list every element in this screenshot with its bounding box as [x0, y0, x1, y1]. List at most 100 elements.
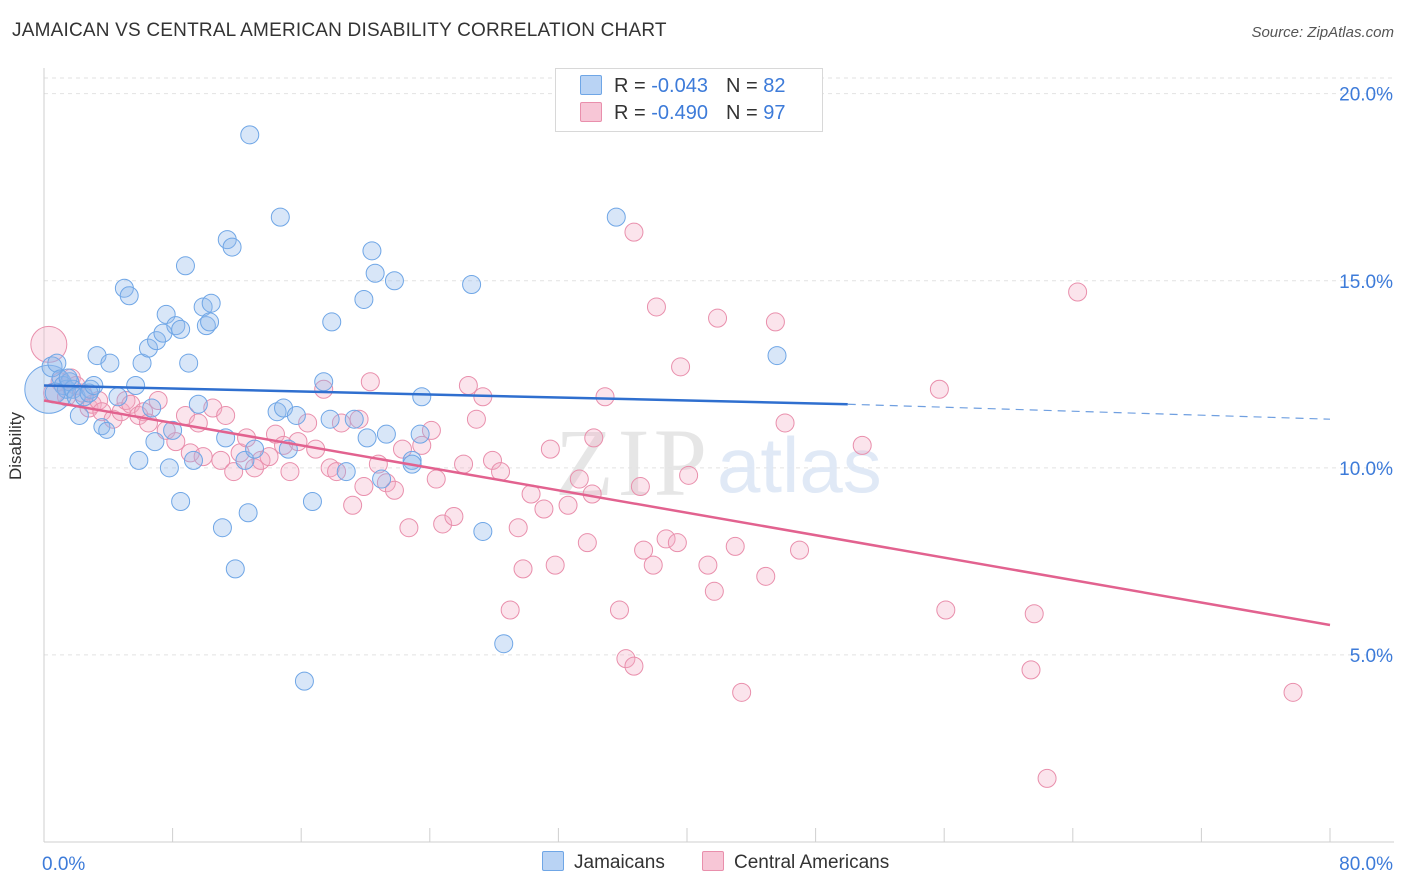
central-americans-point — [577, 533, 597, 553]
jamaicans-point — [147, 331, 167, 351]
tick-labels: 5.0% 10.0% 15.0% 20.0% 0.0% 80.0% — [42, 85, 1393, 875]
central-americans-point — [349, 409, 369, 429]
bottom-legend-jamaicans: Jamaicans — [542, 851, 665, 874]
jamaicans-point — [179, 353, 199, 373]
central-americans-point — [667, 533, 687, 553]
central-americans-point — [1024, 604, 1044, 624]
bottom-legend-label: Central Americans — [734, 852, 890, 873]
jamaicans-point — [314, 372, 334, 392]
watermark-atlas: atlas — [717, 421, 882, 509]
bottom-legend-swatch-jamaicans — [542, 851, 564, 871]
central-americans-point — [756, 566, 776, 586]
jamaicans-point — [473, 521, 493, 541]
central-americans-point — [211, 450, 231, 470]
jamaicans-point — [183, 450, 203, 470]
central-americans-point — [679, 465, 699, 485]
jamaicans-point — [100, 353, 120, 373]
jamaicans-point — [163, 420, 183, 440]
bottom-legend-label: Jamaicans — [574, 852, 665, 873]
central-americans-point — [609, 600, 629, 620]
jamaicans-point — [322, 312, 342, 332]
central-americans-point — [454, 454, 474, 474]
central-americans-point — [1283, 682, 1303, 702]
jamaicans-points — [24, 125, 787, 691]
x-tick-label: 0.0% — [42, 854, 85, 875]
central-americans-point — [384, 480, 404, 500]
central-americans-point — [936, 600, 956, 620]
central-americans-point — [545, 555, 565, 575]
central-americans-point — [513, 559, 533, 579]
central-americans-point — [399, 518, 419, 538]
jamaicans-point — [344, 409, 364, 429]
jamaicans-point — [171, 492, 191, 512]
jamaicans-point — [47, 353, 67, 373]
source-label: Source: ZipAtlas.com — [1251, 24, 1394, 41]
central-americans-point — [1068, 282, 1088, 302]
legend-n-label: N = — [725, 75, 764, 97]
central-americans-point — [224, 462, 244, 482]
jamaicans-point — [212, 518, 232, 538]
jamaicans-point — [108, 387, 128, 407]
gridlines — [44, 77, 1394, 656]
central-americans-point — [30, 325, 68, 363]
central-americans-point — [732, 682, 752, 702]
central-americans-point — [327, 462, 347, 482]
central-americans-point — [482, 450, 502, 470]
central-americans-point — [624, 222, 644, 242]
jamaicans-point — [336, 462, 356, 482]
jamaicans-trend-extension — [847, 403, 1331, 420]
y-tick-label: 10.0% — [1339, 459, 1393, 480]
central-americans-point — [500, 600, 520, 620]
jamaicans-trend-line — [43, 384, 848, 406]
central-americans-point — [775, 413, 795, 433]
central-americans-point — [643, 555, 663, 575]
jamaicans-point — [175, 256, 195, 276]
central-americans-point — [790, 540, 810, 560]
central-americans-point — [646, 297, 666, 317]
y-tick-label: 20.0% — [1339, 85, 1393, 106]
central-americans-point — [630, 477, 650, 497]
central-americans-point — [166, 432, 186, 452]
jamaicans-point — [286, 405, 306, 425]
jamaicans-point — [188, 394, 208, 414]
jamaicans-point — [606, 207, 626, 227]
jamaicans-point — [69, 405, 89, 425]
jamaicans-point — [354, 289, 374, 309]
jamaicans-point — [302, 492, 322, 512]
legend-r-label: R = — [614, 102, 652, 124]
central-americans-point — [671, 357, 691, 377]
central-americans-point — [314, 379, 334, 399]
central-americans-point — [343, 495, 363, 515]
jamaicans-point — [196, 316, 216, 336]
legend-r-label: R = — [614, 75, 652, 97]
central-americans-point — [280, 462, 300, 482]
jamaicans-point — [365, 263, 385, 283]
central-americans-point — [426, 469, 446, 489]
bottom-legend-central-americans: Central Americans — [702, 851, 889, 874]
legend-n-value: 97 — [763, 102, 786, 124]
central-americans-point — [421, 420, 441, 440]
central-americans-point — [392, 439, 412, 459]
trend-lines — [43, 384, 1331, 627]
central-americans-point — [656, 529, 676, 549]
legend-swatch-jamaicans — [580, 75, 602, 95]
watermark: ZIP atlas — [555, 409, 882, 516]
central-americans-point — [360, 372, 380, 392]
central-americans-point — [929, 379, 949, 399]
jamaicans-point — [240, 125, 260, 145]
jamaicans-point — [410, 424, 430, 444]
central-americans-point — [540, 439, 560, 459]
central-americans-point — [354, 477, 374, 497]
jamaicans-point — [98, 421, 116, 439]
jamaicans-point — [357, 428, 377, 448]
central-americans-point — [634, 540, 654, 560]
y-axis-label: Disability — [6, 411, 25, 480]
jamaicans-point — [156, 304, 176, 324]
central-americans-point — [1037, 768, 1057, 788]
central-americans-point — [458, 376, 478, 396]
jamaicans-point — [372, 469, 392, 489]
central-americans-point — [558, 495, 578, 515]
jamaicans-point — [200, 312, 220, 332]
legend-n-label: N = — [725, 102, 764, 124]
